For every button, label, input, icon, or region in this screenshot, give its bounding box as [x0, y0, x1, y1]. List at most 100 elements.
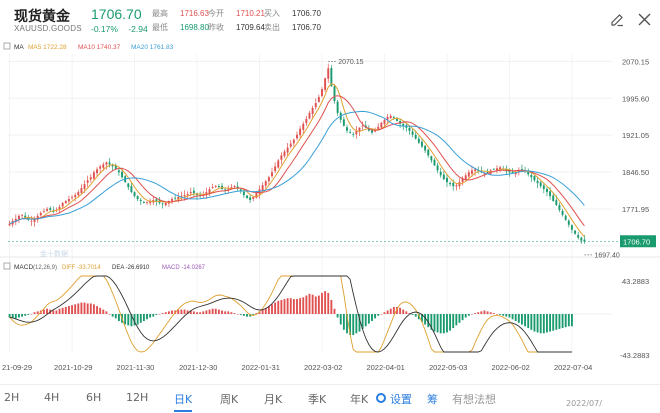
macd-bar: [11, 314, 14, 319]
stat-value: 1706.70: [292, 23, 321, 32]
period-tab[interactable]: 日K: [174, 393, 193, 412]
date-tick-label: 2022-03-02: [304, 363, 342, 372]
candle-body: [211, 187, 214, 188]
macd-bar: [280, 299, 283, 314]
edit-pencil-icon[interactable]: [610, 13, 624, 27]
date-axis: 21-09-29 2021-10-29 2021-11-30 2021-12-30 20…: [2, 363, 592, 372]
macd-dea-line: [9, 275, 572, 353]
ma10-line: [9, 95, 585, 227]
period-tab[interactable]: 年K: [350, 393, 369, 406]
last-price: 1706.70: [91, 6, 142, 22]
macd-bar: [42, 309, 45, 314]
candle-body: [311, 107, 314, 114]
candle-body: [461, 178, 464, 182]
candle-body: [24, 215, 27, 218]
period-tab[interactable]: 季K: [308, 393, 327, 406]
candle-body: [80, 188, 83, 193]
period-tab[interactable]: 6H: [86, 391, 102, 404]
period-tab[interactable]: 4H: [44, 391, 60, 404]
candle-body: [108, 162, 111, 165]
macd-bar: [192, 311, 195, 314]
close-icon[interactable]: [638, 13, 651, 26]
macd-bar: [567, 314, 570, 327]
macd-bar: [286, 298, 289, 314]
candle-body: [533, 175, 536, 181]
candle-body: [155, 199, 158, 202]
candle-body: [127, 183, 130, 188]
kline-chart[interactable]: MA MA5 1722.28 MA10 1740.37 MA20 1761.83…: [0, 40, 660, 376]
macd-bar: [205, 310, 208, 314]
candle-body: [64, 201, 67, 204]
macd-bar: [396, 306, 398, 314]
period-tab[interactable]: 月K: [264, 393, 283, 406]
candle-body: [21, 214, 24, 216]
candle-body: [233, 186, 236, 187]
candle-body: [8, 223, 11, 226]
kline-chart-svg[interactable]: MA MA5 1722.28 MA10 1740.37 MA20 1761.83…: [0, 40, 660, 376]
period-tab[interactable]: 2H: [4, 391, 20, 404]
gear-icon[interactable]: [376, 393, 386, 403]
macd-bar: [155, 314, 158, 315]
candle-body: [83, 184, 86, 189]
price-tick-label: 1995.60: [622, 94, 649, 103]
period-tab[interactable]: 周K: [220, 393, 239, 406]
macd-bar: [55, 310, 58, 314]
macd-legend-label: MACD: [14, 264, 33, 271]
candlestick-series: [8, 63, 586, 244]
candle-body: [321, 89, 323, 96]
candle-body: [577, 234, 580, 238]
stat-value: 1716.63: [180, 9, 209, 18]
macd-bar: [530, 314, 533, 330]
macd-legend: MACD (12,26,9) DIFF -33.7014 DEA -26.691…: [3, 262, 206, 271]
macd-legend-toggle-icon[interactable]: [3, 262, 11, 270]
settings-button[interactable]: 设置: [390, 393, 412, 406]
macd-bar: [339, 314, 342, 325]
macd-bar: [492, 313, 495, 314]
date-tick-label: 21-09-29: [2, 363, 32, 372]
macd-bar: [324, 291, 327, 314]
high-marker-label: 2070.15: [338, 59, 363, 66]
macd-bar: [8, 314, 11, 318]
macd-bar: [58, 308, 61, 314]
candle-body: [186, 194, 189, 196]
instrument-title: 现货黄金: [14, 9, 70, 25]
macd-bar: [349, 314, 352, 336]
ma10-legend: MA10 1740.37: [78, 44, 121, 51]
candle-body: [277, 160, 280, 168]
candle-body: [342, 119, 345, 126]
macd-bar: [346, 314, 348, 334]
macd-bar: [255, 313, 258, 314]
macd-bar: [283, 299, 286, 314]
candle-body: [99, 166, 102, 169]
macd-bar: [130, 314, 133, 327]
price-tick-label: 2070.15: [622, 57, 649, 66]
ma5-legend: MA5 1722.28: [28, 44, 67, 51]
date-tick-label: 2022-05-03: [429, 363, 467, 372]
macd-bar: [227, 311, 230, 314]
candle-body: [389, 115, 392, 119]
stat-label: 昨收: [208, 23, 224, 32]
period-tab[interactable]: 12H: [126, 391, 149, 404]
candle-body: [280, 155, 283, 160]
macd-bar: [533, 314, 536, 332]
macd-bar: [352, 314, 355, 336]
macd-bar: [127, 314, 130, 326]
candle-body: [430, 156, 433, 161]
macd-bar: [64, 306, 67, 314]
current-price-tag: 1706.70: [623, 237, 650, 246]
candle-body: [539, 182, 542, 187]
candle-body: [14, 218, 17, 223]
stat-item: 卖出 1706.70: [264, 22, 321, 33]
macd-bar: [249, 314, 252, 317]
macd-bar: [308, 293, 311, 314]
candle-body: [427, 149, 430, 156]
candle-body: [299, 128, 302, 136]
macd-bar: [164, 312, 167, 314]
feedback-prompt[interactable]: 有想法想: [452, 393, 496, 406]
candle-body: [161, 203, 164, 205]
legend-toggle-icon[interactable]: [3, 42, 11, 50]
candle-body: [274, 166, 277, 171]
stat-item: 最高 1716.63: [152, 8, 209, 19]
chip-distribution-button[interactable]: 筹: [427, 393, 438, 406]
macd-bar: [305, 295, 308, 314]
